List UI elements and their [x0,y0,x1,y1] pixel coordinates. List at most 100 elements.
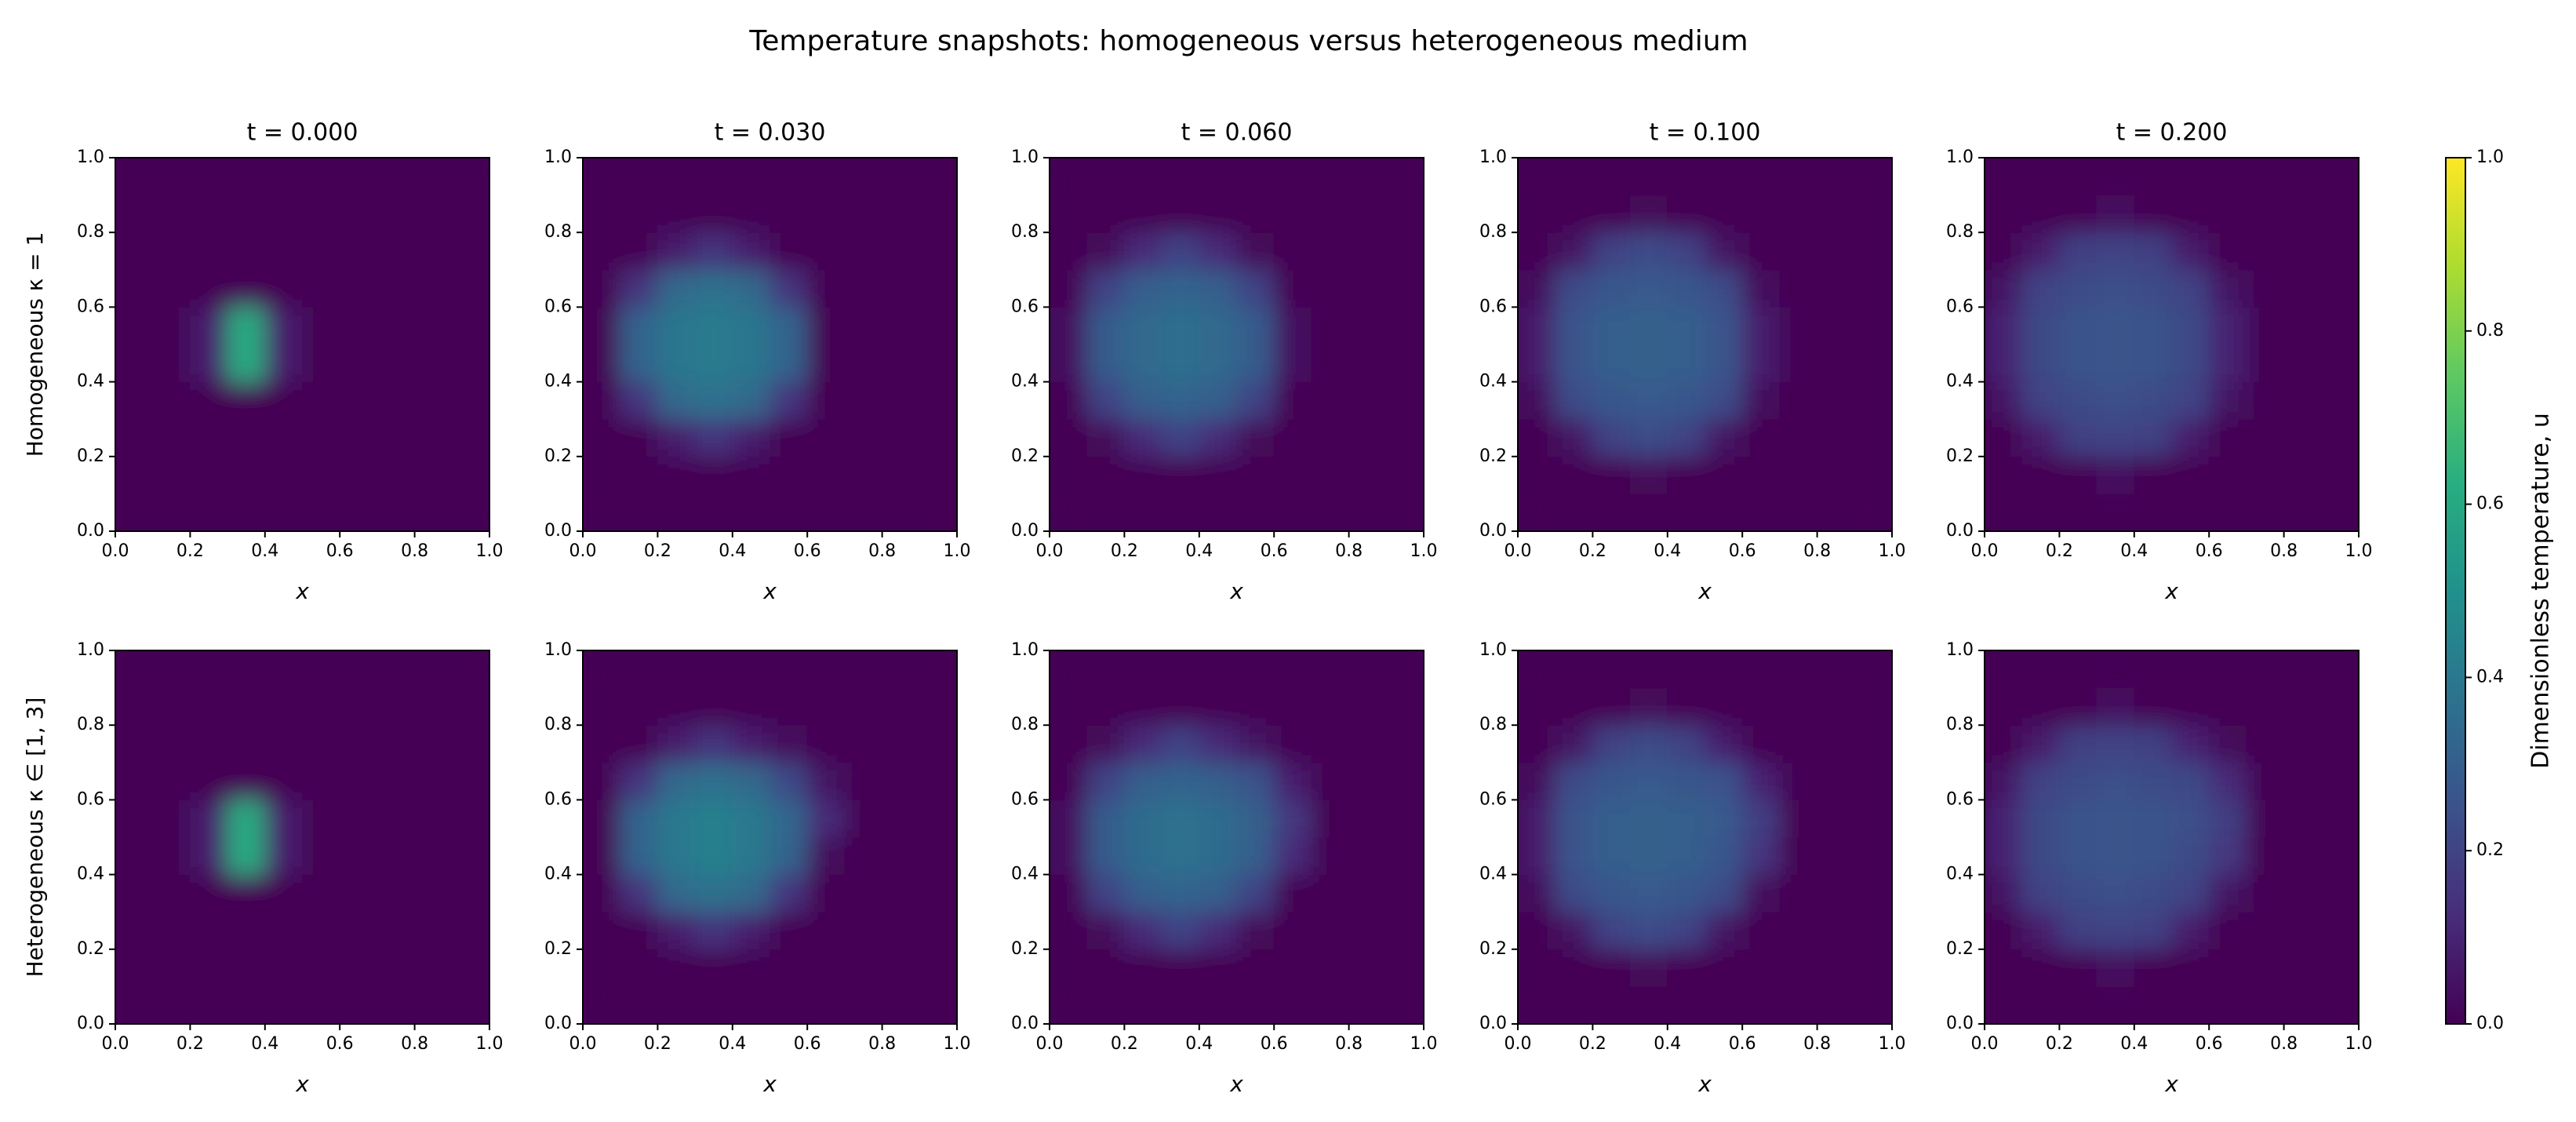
heatmap-cell [2021,799,2060,838]
heatmap-cell [1592,195,1631,233]
heatmap-cell [1705,949,1743,987]
heatmap-cells [115,650,489,1024]
heatmap [1985,158,2359,531]
heatmap-cell [806,306,846,345]
heatmap-cell [882,724,920,763]
column-title: t = 0.100 [1650,119,1761,147]
heatmap-cell [1123,381,1162,420]
x-tick-label: 0.8 [2270,1034,2298,1054]
heatmap-cell [1385,493,1424,531]
heatmap-cell [189,911,228,950]
heatmap-cell [770,724,808,763]
heatmap-cell [1705,381,1743,420]
y-tick-label: 0.0 [77,1014,104,1033]
heatmap-cell [620,799,658,838]
heatmap-cell [264,456,303,494]
heatmap-cell [583,306,621,345]
heatmap-cell [657,418,696,457]
heatmap-cell [2096,195,2135,233]
heatmap-cell [1311,762,1350,800]
heatmap-cell [1779,650,1818,689]
heatmap-cell [1311,493,1350,531]
heatmap-cell [1086,799,1125,838]
x-axis-label: x [1697,1071,1712,1097]
y-tick-label: 0.6 [544,789,572,809]
heatmap-cell [2320,949,2359,987]
heatmap-cell [414,911,453,950]
heatmap-cell [1385,762,1424,800]
colorbar-tick-label: 0.6 [2476,494,2504,514]
y-tick-label: 1.0 [544,640,572,660]
heatmap-cell [844,762,883,800]
heatmap-cell [1705,418,1743,457]
heatmap-cell [302,195,340,233]
heatmap-cell [1050,985,1088,1024]
heatmap-cell [2283,269,2322,308]
heatmap-cell [1592,231,1631,271]
y-tick-label: 1.0 [77,640,104,660]
y-tick-label: 0.0 [77,521,104,541]
heatmap-cell [1199,269,1237,308]
heatmap-cell [882,985,920,1024]
heatmap-cell [1741,687,1781,726]
heatmap-cell [152,985,191,1024]
x-tick-label: 0.2 [2046,541,2073,561]
heatmap-cell [189,381,228,420]
y-tick-label: 0.4 [544,372,572,392]
heatmap-cell [115,418,154,457]
heatmap-cell [806,456,846,494]
heatmap-cell [2171,493,2210,531]
heatmap-cell [1385,306,1424,345]
y-tick-label: 0.8 [1479,222,1507,242]
heatmap-cell [414,344,453,383]
heatmap-cell [227,418,266,457]
x-tick-label: 0.6 [1261,541,1288,561]
heatmap-cell [2021,456,2060,494]
heatmap-cell [2246,650,2285,689]
heatmap-cell [451,650,489,689]
heatmap-cell [2096,799,2135,838]
heatmap-cell [1086,724,1125,763]
heatmap-cell [1050,687,1088,726]
heatmap-cell [2021,418,2060,457]
heatmap-cell [2246,381,2285,420]
heatmap-cell [1667,306,1705,345]
heatmap-cell [339,799,378,838]
heatmap-cell [882,418,920,457]
heatmap-cell [2096,456,2135,494]
heatmap-cell [806,381,846,420]
heatmap-cell [2096,687,2135,726]
heatmap-cell [1199,836,1237,876]
heatmap-cell [732,381,770,420]
heatmap-cell [2096,418,2135,457]
heatmap-cell [1236,456,1275,494]
heatmap-cell [264,231,303,271]
heatmap-cell [1629,724,1668,763]
heatmap-cell [451,381,489,420]
heatmap-cell [844,231,883,271]
heatmap-cell [732,650,770,689]
heatmap-cell [1518,836,1556,876]
heatmap-cell [2246,418,2285,457]
heatmap-cell [1311,195,1350,233]
heatmap-cell [2283,418,2322,457]
heatmap-cell [2058,762,2098,800]
heatmap-cell [1123,456,1162,494]
heatmap-cell [1592,949,1631,987]
x-tick-label: 0.4 [1654,541,1681,561]
heatmap-cell [1705,799,1743,838]
heatmap-cell [1779,493,1818,531]
heatmap-cell [1273,799,1312,838]
heatmap-cell [806,195,846,233]
heatmap-cell [2208,724,2247,763]
heatmap-cell [694,456,733,494]
heatmap-cell [115,724,154,763]
heatmap-cell [1123,762,1162,800]
heatmap-cell [620,650,658,689]
heatmap-cell [2320,911,2359,950]
heatmap-cell [657,911,696,950]
heatmap-cell [115,195,154,233]
heatmap-cell [1086,911,1125,950]
y-tick-label: 0.2 [1011,939,1039,959]
heatmap-cell [1236,724,1275,763]
